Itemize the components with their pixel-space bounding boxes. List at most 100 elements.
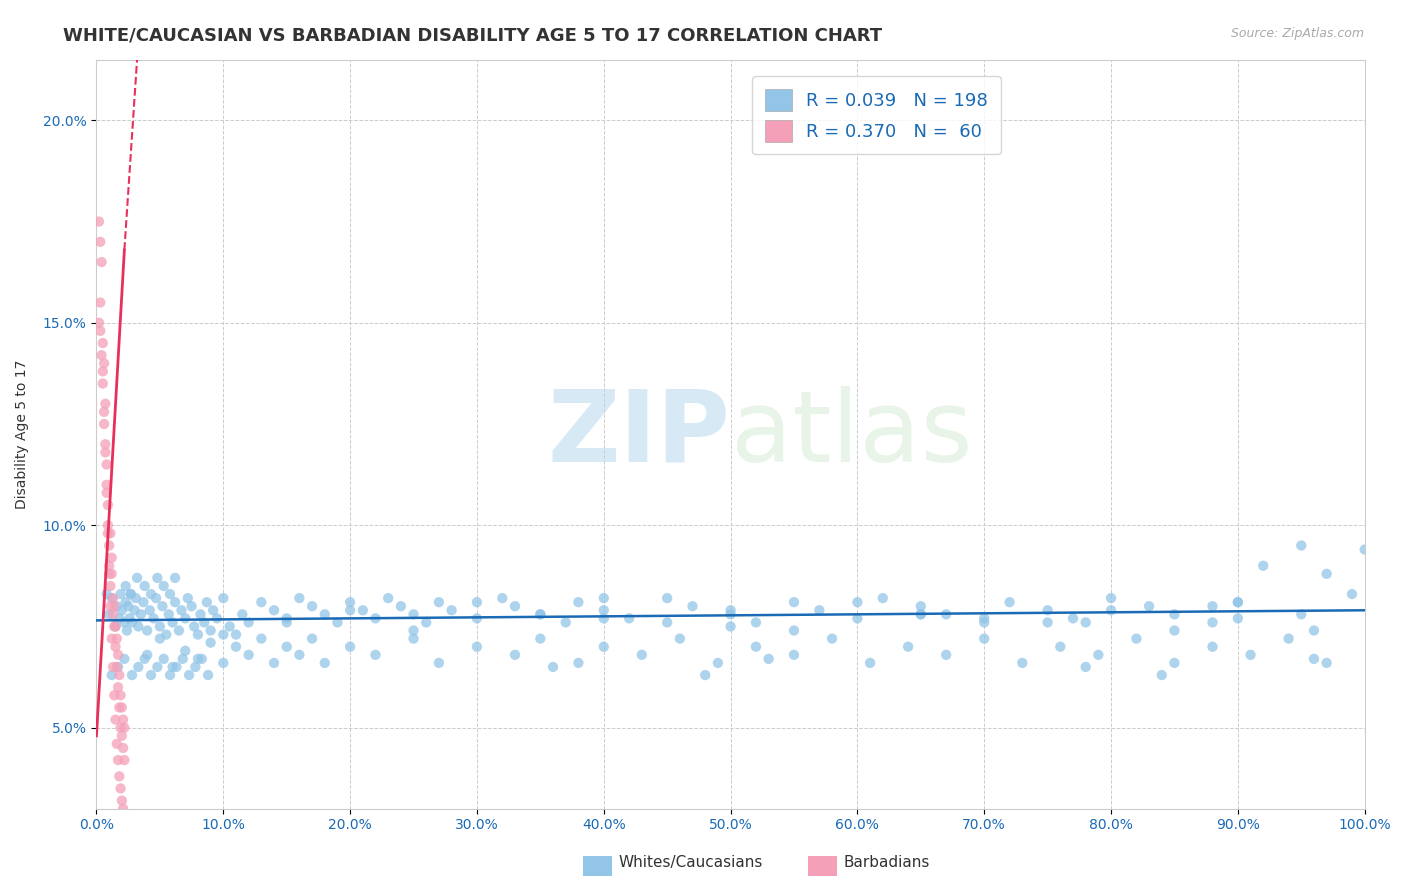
Point	[783, 648, 806, 662]
Point	[783, 595, 806, 609]
Point	[91, 376, 114, 391]
Point	[104, 619, 127, 633]
Point	[1251, 558, 1274, 573]
Point	[167, 624, 190, 638]
Point	[96, 587, 118, 601]
Point	[1074, 660, 1097, 674]
Point	[98, 607, 121, 622]
Point	[132, 595, 155, 609]
Point	[105, 660, 128, 674]
Point	[250, 632, 273, 646]
Point	[231, 607, 253, 622]
Point	[121, 615, 143, 630]
Point	[301, 599, 323, 614]
Point	[134, 579, 156, 593]
Point	[105, 599, 128, 614]
Point	[152, 652, 174, 666]
Point	[202, 603, 225, 617]
Point	[136, 624, 159, 638]
Point	[177, 591, 200, 606]
Point	[212, 656, 235, 670]
Point	[112, 713, 135, 727]
Point	[682, 599, 704, 614]
Point	[112, 652, 135, 666]
Point	[118, 611, 141, 625]
Point	[1226, 611, 1249, 625]
Point	[172, 652, 194, 666]
Point	[427, 595, 450, 609]
Point	[910, 607, 932, 622]
Point	[96, 486, 118, 500]
Point	[276, 611, 298, 625]
Point	[105, 632, 128, 646]
Point	[1226, 595, 1249, 609]
Text: Barbadians: Barbadians	[844, 855, 929, 870]
Point	[1163, 624, 1185, 638]
Point	[104, 640, 127, 654]
Point	[377, 591, 399, 606]
Point	[592, 591, 614, 606]
Point	[139, 603, 162, 617]
Point	[529, 607, 551, 622]
Point	[1201, 615, 1223, 630]
Point	[100, 550, 122, 565]
Point	[973, 632, 995, 646]
Point	[529, 607, 551, 622]
Point	[910, 599, 932, 614]
Point	[165, 571, 187, 585]
Point	[90, 255, 112, 269]
Point	[100, 668, 122, 682]
Point	[541, 660, 564, 674]
Point	[657, 615, 679, 630]
Point	[139, 587, 162, 601]
Point	[149, 619, 172, 633]
Point	[339, 595, 361, 609]
Text: Source: ZipAtlas.com: Source: ZipAtlas.com	[1230, 27, 1364, 40]
Point	[111, 603, 134, 617]
Point	[94, 397, 117, 411]
Point	[193, 615, 215, 630]
Point	[339, 640, 361, 654]
Point	[364, 648, 387, 662]
Point	[134, 652, 156, 666]
Point	[145, 591, 167, 606]
Point	[112, 615, 135, 630]
Point	[112, 753, 135, 767]
Point	[1354, 542, 1376, 557]
Point	[758, 652, 780, 666]
Point	[872, 591, 894, 606]
Point	[115, 624, 138, 638]
Point	[159, 668, 181, 682]
Point	[107, 660, 129, 674]
Point	[205, 611, 228, 625]
Point	[174, 644, 197, 658]
Point	[225, 627, 247, 641]
Point	[339, 603, 361, 617]
Point	[159, 587, 181, 601]
Point	[1137, 599, 1160, 614]
Point	[96, 477, 118, 491]
Point	[187, 627, 209, 641]
Point	[263, 656, 285, 670]
Point	[1036, 615, 1059, 630]
Point	[114, 579, 136, 593]
Text: ZIP: ZIP	[548, 385, 731, 483]
Point	[503, 599, 526, 614]
Point	[98, 558, 121, 573]
Point	[108, 668, 131, 682]
Point	[1062, 611, 1084, 625]
Point	[592, 603, 614, 617]
Point	[91, 364, 114, 378]
Point	[1303, 624, 1326, 638]
Point	[110, 587, 132, 601]
Point	[212, 627, 235, 641]
Point	[146, 660, 169, 674]
Point	[1316, 566, 1339, 581]
Point	[127, 660, 149, 674]
Point	[112, 721, 135, 735]
Point	[1087, 648, 1109, 662]
Point	[104, 619, 127, 633]
Point	[87, 214, 110, 228]
Point	[111, 729, 134, 743]
Point	[107, 648, 129, 662]
